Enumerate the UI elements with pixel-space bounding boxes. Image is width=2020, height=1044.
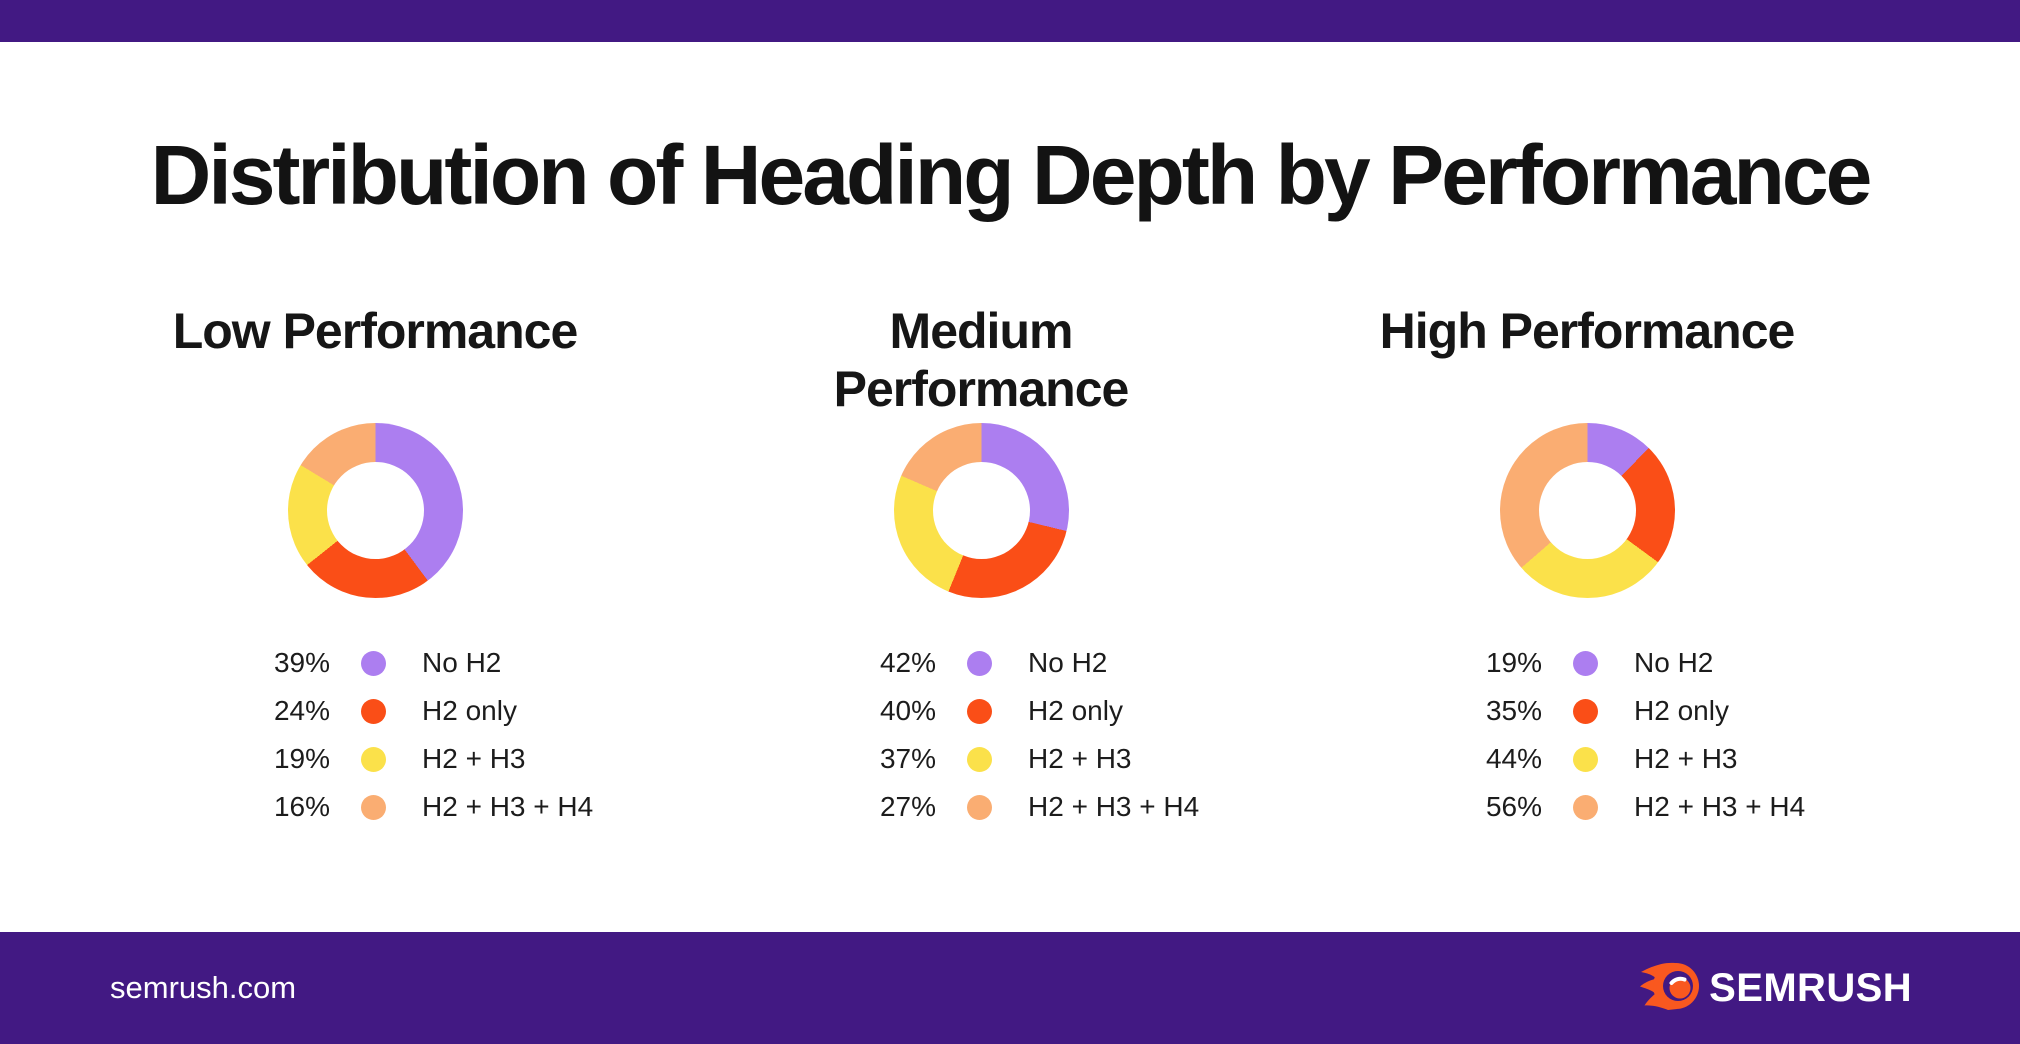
legend-color-dot-icon xyxy=(1572,794,1598,820)
brand-wordmark: SEMRUSH xyxy=(1709,965,1912,1010)
charts-row: Low Performance 39% No H2 24% H2 only 19% H2 … xyxy=(0,303,1806,831)
legend-label: No H2 xyxy=(1634,647,1714,678)
page-title: Distribution of Heading Depth by Perform… xyxy=(150,128,1873,222)
donut-hole xyxy=(1538,462,1636,559)
chart-column-medium: Medium Performance 42% No H2 40% H2 only 37%… xyxy=(771,303,1200,831)
legend-low: 39% No H2 24% H2 only 19% H2 + H3 16% H2 + H3 +… xyxy=(260,639,593,831)
legend-color-dot-icon xyxy=(360,794,386,820)
legend-percent: 39% xyxy=(273,647,330,678)
legend-color-dot-icon xyxy=(966,746,992,772)
chart-title-low: Low Performance xyxy=(172,303,579,359)
legend-color-dot-icon xyxy=(1572,650,1598,676)
legend-label: H2 + H3 xyxy=(1028,743,1132,774)
legend-color-dot-icon xyxy=(360,650,386,676)
legend-percent: 27% xyxy=(879,791,936,822)
semrush-flame-icon xyxy=(1639,956,1700,1021)
legend-color-dot-icon xyxy=(1572,746,1598,772)
chart-title-high: High Performance xyxy=(1379,303,1796,359)
legend-color-dot-icon xyxy=(1572,698,1598,724)
donut-hole xyxy=(326,462,424,559)
donut-chart-low xyxy=(287,423,463,598)
legend-color-dot-icon xyxy=(966,698,992,724)
legend-label: H2 only xyxy=(1634,695,1729,726)
legend-label: H2 + H3 xyxy=(422,743,526,774)
legend-percent: 19% xyxy=(1485,647,1542,678)
legend-label: H2 + H3 + H4 xyxy=(1634,791,1806,822)
top-accent-bar xyxy=(0,0,2020,42)
footer-site-text: semrush.com xyxy=(110,970,297,1005)
legend-percent: 42% xyxy=(879,647,936,678)
legend-high: 19% No H2 35% H2 only 44% H2 + H3 56% H2 + H3 +… xyxy=(1472,639,1805,831)
donut-hole xyxy=(932,462,1030,559)
legend-label: H2 only xyxy=(1028,695,1123,726)
legend-color-dot-icon xyxy=(966,650,992,676)
chart-column-high: High Performance 19% No H2 35% H2 only 44% H2… xyxy=(1377,303,1806,831)
donut-chart-high xyxy=(1499,423,1675,598)
legend-percent: 40% xyxy=(879,695,936,726)
legend-color-dot-icon xyxy=(966,794,992,820)
legend-percent: 44% xyxy=(1485,743,1542,774)
legend-percent: 35% xyxy=(1485,695,1542,726)
legend-label: H2 + H3 xyxy=(1634,743,1738,774)
legend-label: H2 + H3 + H4 xyxy=(422,791,594,822)
legend-percent: 56% xyxy=(1485,791,1542,822)
chart-title-medium: Medium Performance xyxy=(833,303,1130,417)
legend-percent: 24% xyxy=(273,695,330,726)
brand-lockup: SEMRUSH xyxy=(1639,956,1912,1021)
donut-chart-medium xyxy=(893,423,1069,598)
legend-label: H2 + H3 + H4 xyxy=(1028,791,1200,822)
legend-color-dot-icon xyxy=(360,698,386,724)
legend-label: No H2 xyxy=(1028,647,1108,678)
footer-bar: semrush.com SEMRUSH xyxy=(0,932,2020,1044)
legend-percent: 37% xyxy=(879,743,936,774)
legend-label: H2 only xyxy=(422,695,517,726)
legend-color-dot-icon xyxy=(360,746,386,772)
legend-percent: 19% xyxy=(273,743,330,774)
legend-medium: 42% No H2 40% H2 only 37% H2 + H3 27% H2 + H3 +… xyxy=(866,639,1199,831)
chart-column-low: Low Performance 39% No H2 24% H2 only 19% H2 … xyxy=(165,303,593,831)
legend-label: No H2 xyxy=(422,647,502,678)
legend-percent: 16% xyxy=(273,791,330,822)
